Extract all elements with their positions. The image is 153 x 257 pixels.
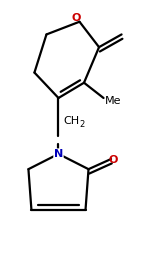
Text: Me: Me xyxy=(105,96,121,106)
Text: CH: CH xyxy=(63,116,79,126)
Text: O: O xyxy=(109,155,118,165)
Text: 2: 2 xyxy=(80,120,85,129)
Text: O: O xyxy=(72,13,81,23)
Text: N: N xyxy=(54,149,63,159)
